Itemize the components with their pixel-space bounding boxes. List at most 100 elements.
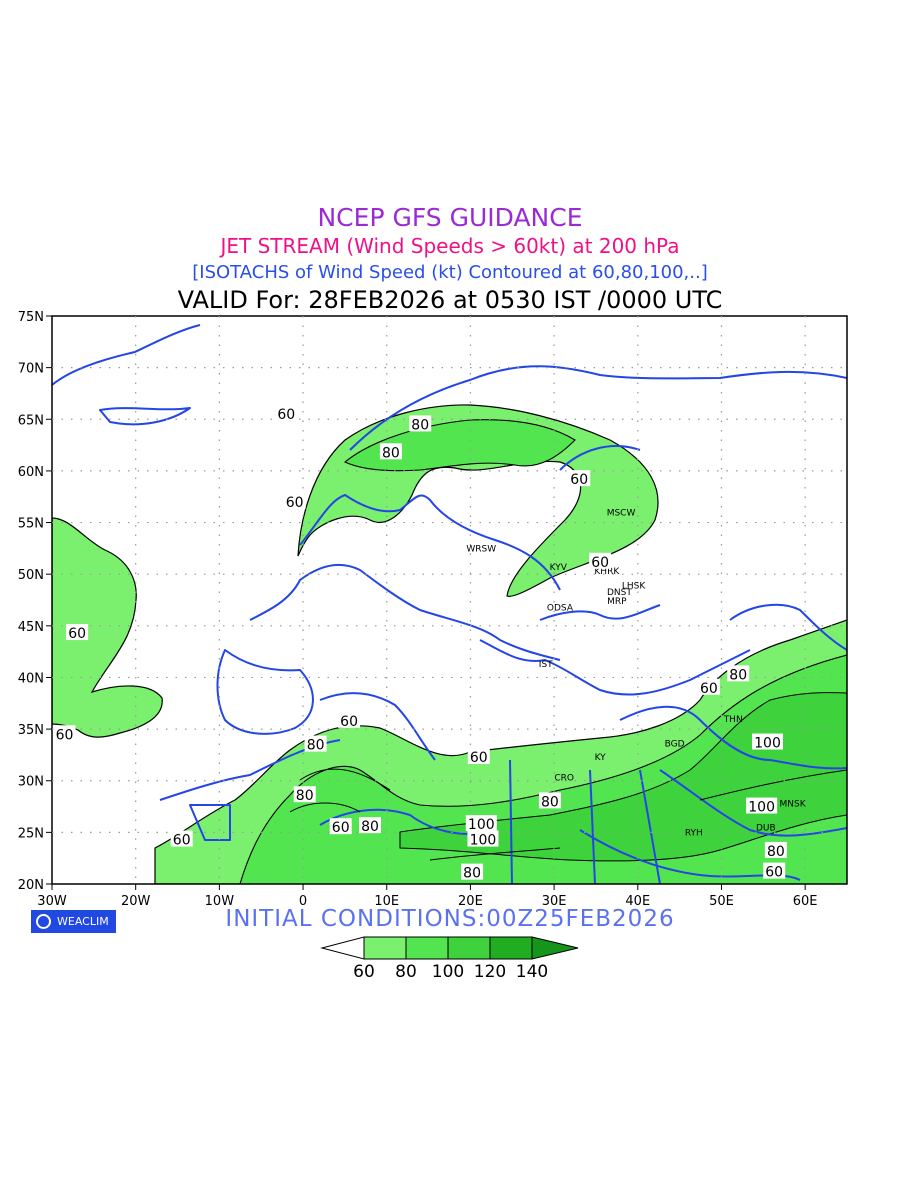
lon-tick-label: 0 [299, 894, 307, 909]
contour-label: 80 [411, 417, 429, 433]
station-label: RYH [685, 828, 703, 838]
contour-label-bg [338, 711, 361, 728]
contour-label: 60 [332, 820, 350, 836]
axis-labels: 30W 20W 10W 0 10E 20E 30E 40E 50E 60E 75N 70N 65N 60N… [18, 310, 818, 909]
contour-label-bg [465, 815, 497, 832]
contour-label-bg [467, 747, 490, 764]
lon-tick-label: 10E [374, 894, 399, 909]
colorbar-label: 60 [353, 962, 375, 982]
lat-tick-label: 35N [18, 723, 44, 738]
station-label: KHRK [594, 567, 620, 577]
contour-label: 60 [700, 681, 718, 697]
contour-label: 60 [591, 555, 609, 571]
contour-label: 60 [68, 626, 86, 642]
contour-label-bg [275, 405, 298, 422]
initial-conditions: INITIAL CONDITIONS:00Z25FEB2026 [225, 906, 675, 932]
contour-label-bg [170, 830, 193, 847]
logo-text: WEACLIM [57, 915, 109, 928]
contour-label: 100 [748, 800, 775, 816]
contour-label-bg [764, 841, 787, 858]
contour-label: 60 [765, 865, 783, 881]
lat-tick-label: 50N [18, 568, 44, 583]
lat-tick-label: 75N [18, 310, 44, 325]
lat-tick-label: 70N [18, 362, 44, 377]
station-label: KYV [550, 563, 568, 573]
station-label: MRP [607, 597, 627, 607]
lat-tick-label: 25N [18, 826, 44, 841]
contour-label-bg [461, 863, 484, 880]
contour-label: 60 [470, 750, 488, 766]
station-label: IST [539, 660, 553, 670]
colorbar-label: 100 [431, 962, 465, 982]
valid-time: VALID For: 28FEB2026 at 0530 IST /0000 U… [177, 286, 723, 314]
station-label: DUB [756, 823, 776, 833]
contour-label: 80 [463, 866, 481, 882]
lat-tick-label: 30N [18, 775, 44, 790]
contour-label: 100 [470, 833, 497, 849]
station-label: MNSK [780, 800, 807, 810]
logo-icon [36, 914, 51, 929]
isotach-contours [289, 768, 847, 861]
contour-label: 100 [754, 736, 781, 752]
lat-tick-label: 55N [18, 517, 44, 532]
contour-label-bg [283, 492, 306, 509]
lat-tick-label: 65N [18, 413, 44, 428]
lon-tick-label: 20E [458, 894, 483, 909]
station-label: ODSA [547, 603, 574, 613]
contour-label: 80 [361, 819, 379, 835]
station-label: DNST [607, 588, 632, 598]
contour-label-bg [53, 725, 76, 742]
contour-label: 60 [277, 407, 295, 423]
station-label: WRSW [466, 544, 496, 554]
contour-label-bg [538, 792, 561, 809]
contour-label-bg [304, 735, 327, 752]
map-frame [51, 315, 848, 885]
contour-label-bg [589, 552, 612, 569]
contour-label: 80 [307, 738, 325, 754]
station-label: THN [723, 715, 743, 725]
contour-label: 80 [729, 667, 747, 683]
station-label: MSCW [607, 508, 636, 518]
contour-label: 80 [541, 794, 559, 810]
lon-tick-label: 40E [625, 894, 650, 909]
lat-tick-label: 60N [18, 465, 44, 480]
coastlines [52, 324, 847, 884]
contour-label-bg [727, 665, 750, 682]
map-subtitle: JET STREAM (Wind Speeds > 60kt) at 200 h… [220, 234, 680, 258]
contour-label-bg [293, 786, 316, 803]
map-title: NCEP GFS GUIDANCE [317, 203, 583, 232]
contour-label: 80 [382, 445, 400, 461]
station-label: KY [595, 753, 607, 763]
contour-label-bg [359, 817, 381, 834]
contour-label-bg [697, 678, 720, 695]
contour-label-bg [409, 415, 432, 432]
map-description: [ISOTACHS of Wind Speed (kt) Contoured a… [192, 262, 708, 283]
station-label: LHSK [622, 582, 646, 592]
contour-label-bg [746, 797, 778, 814]
contour-label: 60 [173, 833, 191, 849]
contour-label-bg [763, 862, 786, 879]
contour-label-bg [467, 830, 499, 847]
colorbar-label: 80 [395, 962, 417, 982]
contour-label: 60 [286, 495, 304, 511]
contour-label: 80 [296, 788, 314, 804]
contour-label: 80 [767, 844, 785, 860]
contour-label-bg [329, 818, 352, 835]
contour-label: 60 [570, 472, 588, 488]
contour-label: 60 [340, 714, 358, 730]
contour-label: 60 [56, 727, 74, 743]
lon-tick-label: 50E [709, 894, 734, 909]
lat-tick-label: 40N [18, 671, 44, 686]
lon-tick-label: 20W [121, 894, 151, 909]
contour-label-bg [379, 443, 402, 460]
station-label: CRO [554, 774, 574, 784]
colorbar [320, 936, 579, 960]
lon-tick-label: 30W [37, 894, 67, 909]
weaclim-logo: WEACLIM [31, 910, 116, 933]
lon-tick-label: 10W [205, 894, 235, 909]
contour-label: 100 [468, 817, 495, 833]
lon-tick-label: 60E [793, 894, 818, 909]
